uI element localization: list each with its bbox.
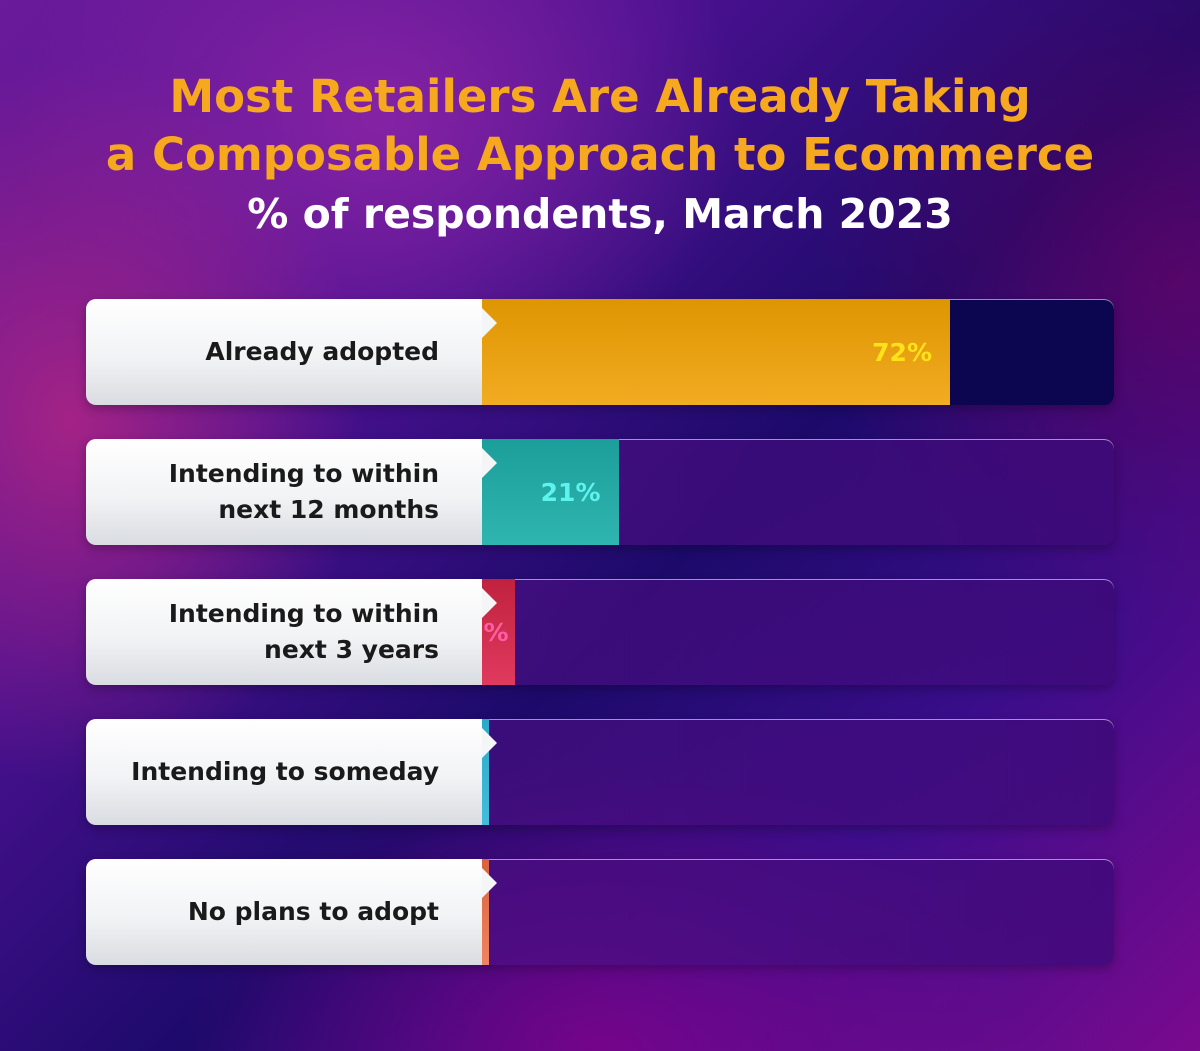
bar: 72% <box>482 299 950 405</box>
category-label: Already adopted <box>205 337 439 366</box>
bar-value-label: 21% <box>540 477 601 507</box>
chart-title-line-1: Most Retailers Are Already Taking <box>169 70 1031 123</box>
category-label-box: Already adopted <box>86 299 482 405</box>
label-pointer-arrow <box>482 588 497 618</box>
label-pointer-arrow <box>482 308 497 338</box>
category-label-box: Intending to within next 12 months <box>86 439 482 545</box>
chart-title-line-2: a Composable Approach to Ecommerce <box>105 128 1095 181</box>
category-label-box: Intending to within next 3 years <box>86 579 482 685</box>
bar-row: 5% Intending to within next 3 years <box>86 579 1114 685</box>
chart-subtitle: % of respondents, March 2023 <box>247 190 953 238</box>
category-label: Intending to within next 12 months <box>168 459 439 524</box>
category-label-box: Intending to someday <box>86 719 482 825</box>
label-pointer-arrow <box>482 868 497 898</box>
bar-value-label: 72% <box>872 337 932 367</box>
bar-row: 1%No plans to adopt <box>86 859 1114 965</box>
category-label: No plans to adopt <box>187 897 439 926</box>
bar-row: 21% Intending to within next 12 months <box>86 439 1114 545</box>
bar-row: 72% Already adopted <box>86 299 1114 405</box>
label-pointer-arrow <box>482 728 497 758</box>
bar-row: 1%Intending to someday <box>86 719 1114 825</box>
category-label-box: No plans to adopt <box>86 859 482 965</box>
chart-header: Most Retailers Are Already Taking a Comp… <box>0 68 1200 244</box>
category-label: Intending to within next 3 years <box>168 599 439 664</box>
label-pointer-arrow <box>482 448 497 478</box>
category-label: Intending to someday <box>131 757 439 786</box>
bar: 21% <box>482 439 619 545</box>
